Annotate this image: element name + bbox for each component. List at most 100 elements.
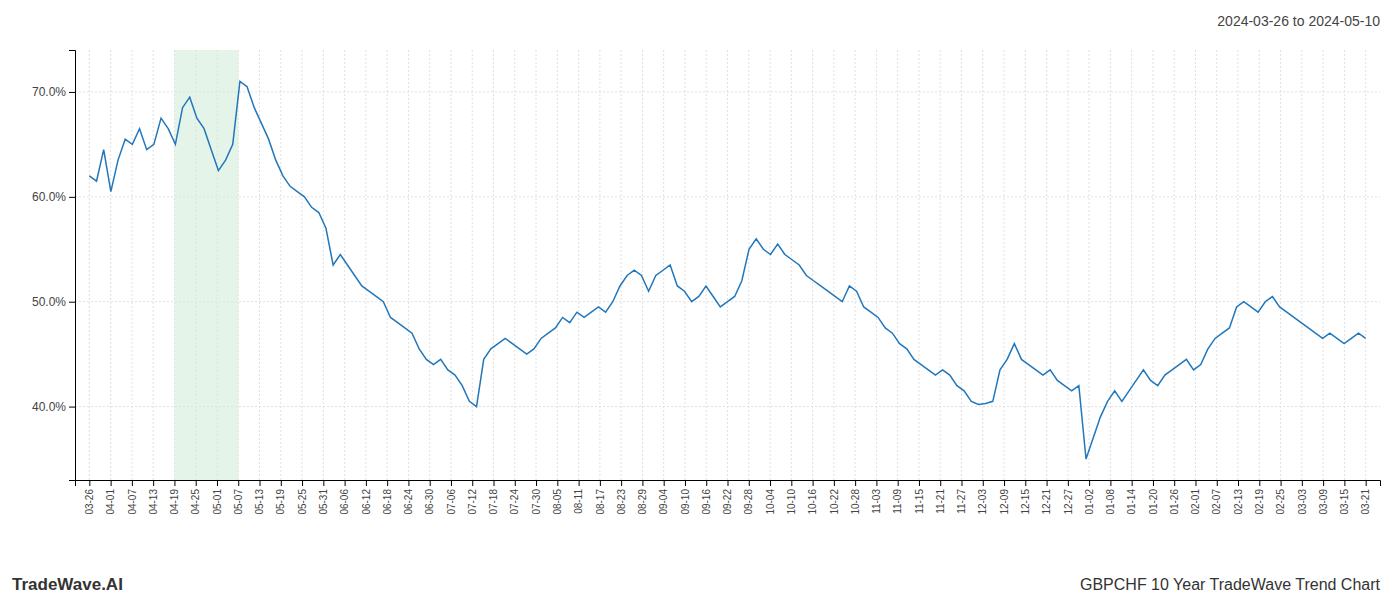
x-tick: 08-11 — [573, 480, 584, 514]
x-tick: 05-25 — [297, 480, 308, 515]
x-grid-line — [1365, 50, 1366, 480]
x-tick-label: 03-03 — [1297, 489, 1308, 515]
x-grid-line — [1280, 50, 1281, 480]
x-tick: 07-30 — [531, 480, 542, 515]
x-tick-label: 06-18 — [382, 489, 393, 515]
x-tick: 06-30 — [424, 480, 435, 515]
x-tick: 02-13 — [1233, 480, 1244, 515]
x-tick-mark — [472, 480, 473, 486]
x-tick-label: 02-19 — [1254, 489, 1265, 515]
x-tick-label: 11-21 — [935, 489, 946, 514]
x-tick: 02-25 — [1275, 480, 1286, 515]
x-grid-line — [1238, 50, 1239, 480]
x-tick-label: 01-20 — [1148, 489, 1159, 515]
x-grid-line — [1110, 50, 1111, 480]
grid — [75, 50, 1380, 480]
x-tick-label: 01-08 — [1105, 489, 1116, 515]
x-grid-line — [897, 50, 898, 480]
x-tick-label: 07-24 — [509, 489, 520, 515]
x-tick-mark — [685, 480, 686, 486]
x-tick: 06-12 — [361, 480, 372, 515]
x-tick-mark — [1217, 480, 1218, 486]
x-grid-line — [621, 50, 622, 480]
x-grid-line — [940, 50, 941, 480]
x-grid-line — [1131, 50, 1132, 480]
x-tick-label: 04-19 — [169, 489, 180, 515]
x-tick-mark — [174, 480, 175, 486]
x-tick-label: 12-15 — [1020, 489, 1031, 515]
x-tick-mark — [940, 480, 941, 486]
x-tick-label: 06-12 — [361, 489, 372, 515]
x-tick: 02-07 — [1211, 480, 1222, 515]
x-grid-line — [982, 50, 983, 480]
x-tick-label: 03-09 — [1318, 489, 1329, 515]
x-tick-label: 10-04 — [765, 489, 776, 515]
x-axis-line — [76, 481, 1381, 487]
x-tick-mark — [323, 480, 324, 486]
x-grid-line — [365, 50, 366, 480]
x-grid-line — [514, 50, 515, 480]
x-tick-label: 05-31 — [318, 489, 329, 515]
x-tick-mark — [1025, 480, 1026, 486]
x-tick-mark — [1089, 480, 1090, 486]
x-tick: 08-17 — [595, 480, 606, 515]
x-grid-line — [1004, 50, 1005, 480]
x-grid-line — [280, 50, 281, 480]
x-tick: 05-19 — [275, 480, 286, 515]
x-tick-mark — [387, 480, 388, 486]
x-axis: 03-2604-0104-0704-1304-1904-2505-0105-07… — [76, 480, 1381, 515]
x-tick-mark — [855, 480, 856, 486]
x-tick-mark — [1153, 480, 1154, 486]
y-axis: 40.0%50.0%60.0%70.0% — [32, 51, 76, 481]
x-grid-line — [472, 50, 473, 480]
x-tick-label: 10-10 — [786, 489, 797, 515]
x-tick-mark — [1281, 480, 1282, 486]
x-tick-label: 06-30 — [424, 489, 435, 515]
x-tick-mark — [1344, 480, 1345, 486]
x-grid-line — [684, 50, 685, 480]
x-tick-label: 04-13 — [148, 489, 159, 515]
x-tick-label: 05-07 — [233, 489, 244, 515]
x-tick-mark — [281, 480, 282, 486]
x-tick-mark — [728, 480, 729, 486]
x-tick: 11-03 — [871, 480, 882, 514]
x-grid-line — [1323, 50, 1324, 480]
x-tick-mark — [1366, 480, 1367, 486]
x-tick: 07-06 — [446, 480, 457, 515]
x-tick: 11-21 — [935, 480, 946, 514]
x-tick-label: 05-13 — [254, 489, 265, 515]
x-grid-line — [1344, 50, 1345, 480]
x-tick: 09-16 — [701, 480, 712, 515]
x-tick: 08-29 — [637, 480, 648, 515]
x-tick-label: 12-09 — [999, 489, 1010, 515]
x-tick-mark — [217, 480, 218, 486]
x-tick-label: 08-29 — [637, 489, 648, 515]
x-tick: 04-19 — [169, 480, 180, 515]
y-tick: 40.0% — [32, 400, 75, 414]
x-grid-line — [89, 50, 90, 480]
x-tick: 01-02 — [1084, 480, 1095, 515]
y-tick: 70.0% — [32, 85, 75, 99]
x-grid-line — [1216, 50, 1217, 480]
x-tick-mark — [834, 480, 835, 486]
x-tick: 12-15 — [1020, 480, 1031, 515]
series-line — [89, 81, 1365, 459]
x-tick: 10-10 — [786, 480, 797, 515]
x-grid-line — [876, 50, 877, 480]
x-tick: 09-04 — [658, 480, 669, 515]
x-tick-mark — [515, 480, 516, 486]
x-grid-line — [131, 50, 132, 480]
y-tick: 60.0% — [32, 190, 75, 204]
x-tick: 01-14 — [1126, 480, 1137, 515]
x-tick-label: 09-10 — [680, 489, 691, 515]
x-tick: 09-10 — [680, 480, 691, 515]
x-tick-mark — [1047, 480, 1048, 486]
x-grid-line — [153, 50, 154, 480]
x-tick: 06-18 — [382, 480, 393, 515]
x-tick-label: 03-15 — [1339, 489, 1350, 515]
x-tick-mark — [791, 480, 792, 486]
x-tick: 05-01 — [212, 480, 223, 515]
x-tick-label: 04-01 — [105, 489, 116, 515]
x-grid-line — [727, 50, 728, 480]
x-tick-label: 10-22 — [829, 489, 840, 515]
